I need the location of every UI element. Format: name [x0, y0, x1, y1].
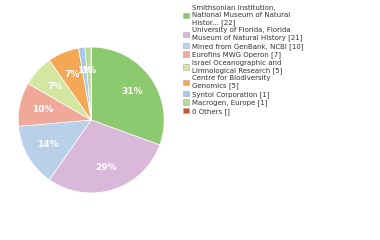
Wedge shape: [79, 47, 91, 120]
Text: 31%: 31%: [121, 87, 142, 96]
Wedge shape: [85, 47, 91, 120]
Wedge shape: [49, 120, 160, 193]
Text: 1%: 1%: [81, 66, 97, 75]
Legend: Smithsonian Institution,
National Museum of Natural
Histor... [22], University o: Smithsonian Institution, National Museum…: [182, 3, 305, 116]
Wedge shape: [91, 47, 164, 145]
Text: 1%: 1%: [77, 66, 92, 75]
Text: 14%: 14%: [37, 140, 59, 149]
Text: 7%: 7%: [65, 70, 80, 79]
Wedge shape: [19, 120, 91, 180]
Wedge shape: [18, 84, 91, 126]
Text: 10%: 10%: [32, 105, 54, 114]
Wedge shape: [49, 48, 91, 120]
Text: 29%: 29%: [95, 163, 117, 172]
Wedge shape: [28, 60, 91, 120]
Text: 7%: 7%: [47, 82, 62, 91]
